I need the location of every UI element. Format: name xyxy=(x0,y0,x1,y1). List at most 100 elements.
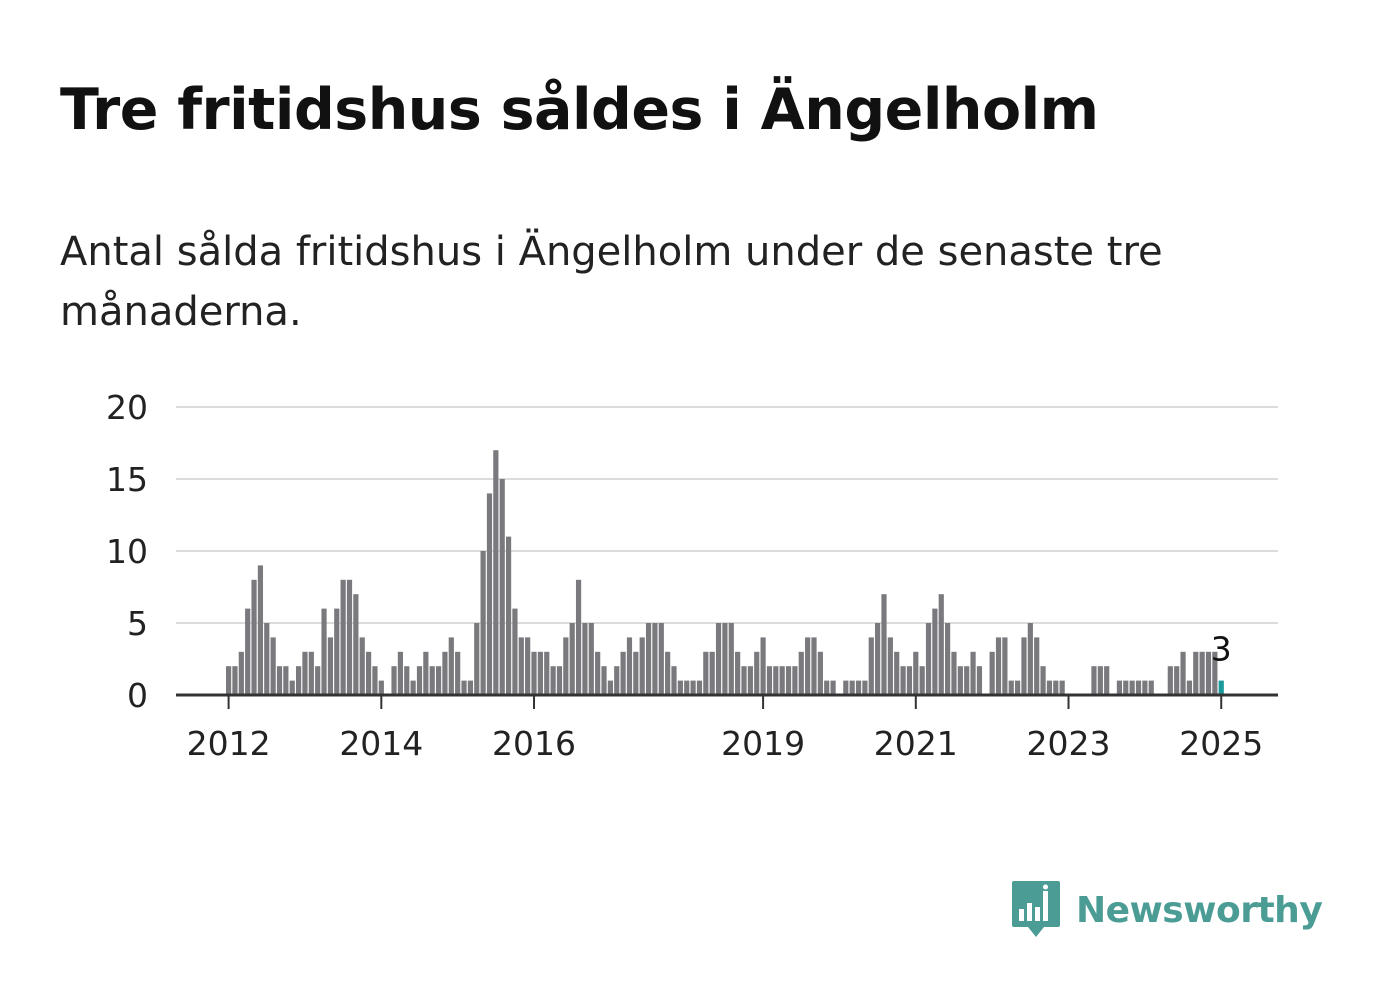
bar xyxy=(1015,680,1021,695)
bar xyxy=(696,680,703,695)
bar xyxy=(652,623,658,695)
bar xyxy=(245,608,251,695)
bar xyxy=(251,579,257,695)
bar xyxy=(232,666,238,695)
bar xyxy=(321,608,327,695)
bar xyxy=(805,637,811,695)
bar xyxy=(665,651,671,695)
x-tick-label: 2012 xyxy=(187,724,271,763)
y-tick-label: 10 xyxy=(106,532,148,571)
bar xyxy=(416,666,423,695)
bar xyxy=(378,680,384,695)
bar xyxy=(671,666,677,695)
bar xyxy=(754,651,760,695)
bar xyxy=(1104,666,1110,695)
bar xyxy=(486,493,493,695)
bar xyxy=(1142,680,1148,695)
bar xyxy=(1027,623,1033,695)
bar xyxy=(493,450,499,695)
bar xyxy=(353,594,359,695)
bar xyxy=(735,651,741,695)
bar xyxy=(467,680,473,695)
bar xyxy=(690,680,696,695)
y-tick-label: 15 xyxy=(106,460,148,499)
bar xyxy=(747,666,753,695)
bar xyxy=(518,637,524,695)
bar xyxy=(442,651,448,695)
bar xyxy=(760,637,766,695)
bar xyxy=(906,666,913,695)
bar xyxy=(1135,680,1142,695)
bar xyxy=(830,680,836,695)
bar xyxy=(569,623,575,695)
bar xyxy=(887,637,893,695)
bar xyxy=(728,623,734,695)
bar xyxy=(843,680,849,695)
bar xyxy=(480,551,486,695)
x-tick-label: 2019 xyxy=(721,724,805,763)
bar xyxy=(1123,680,1129,695)
bar xyxy=(824,680,830,695)
bar xyxy=(766,666,773,695)
bar xyxy=(1180,651,1186,695)
bar xyxy=(1097,666,1103,695)
chart-title: Tre fritidshus såldes i Ängelholm xyxy=(60,77,1099,143)
x-tick-label: 2023 xyxy=(1027,724,1111,763)
bar xyxy=(741,666,747,695)
bar-chart: 0 5 10 15 20 2012 2014 2016 2019 2021 2023 2025 3 xyxy=(106,388,1278,763)
bar xyxy=(1002,637,1008,695)
bar xyxy=(550,666,556,695)
bar xyxy=(455,651,461,695)
bar xyxy=(639,637,645,695)
y-tick-label: 0 xyxy=(127,676,148,715)
bar xyxy=(334,608,340,695)
bar xyxy=(257,565,264,695)
bar xyxy=(289,680,295,695)
bar xyxy=(932,608,938,695)
bar xyxy=(1174,666,1180,695)
bar xyxy=(645,623,652,695)
bar xyxy=(868,637,874,695)
bar xyxy=(677,680,683,695)
bar xyxy=(238,651,244,695)
bar xyxy=(544,651,550,695)
bar xyxy=(620,651,626,695)
bar xyxy=(276,666,283,695)
bar xyxy=(862,680,868,695)
bar xyxy=(817,651,823,695)
bar xyxy=(938,594,944,695)
bar xyxy=(875,623,881,695)
bar xyxy=(423,651,429,695)
brand-logo[interactable]: Newsworthy xyxy=(1010,878,1323,942)
bar xyxy=(474,623,480,695)
bar xyxy=(1034,637,1040,695)
bar xyxy=(295,666,302,695)
bar xyxy=(556,666,563,695)
bar xyxy=(563,637,569,695)
bar xyxy=(1008,680,1014,695)
bar xyxy=(957,666,963,695)
bar xyxy=(970,651,976,695)
bar xyxy=(951,651,957,695)
highlight-data-label: 3 xyxy=(1211,630,1232,669)
bar xyxy=(315,666,321,695)
bar xyxy=(226,666,232,695)
bar xyxy=(595,651,601,695)
highlighted-bar xyxy=(1218,680,1224,695)
bar xyxy=(1148,680,1154,695)
x-tick-label: 2021 xyxy=(874,724,958,763)
bar xyxy=(989,651,995,695)
bar xyxy=(1212,651,1218,695)
x-tick-label: 2014 xyxy=(339,724,423,763)
bar xyxy=(684,680,690,695)
bar xyxy=(1040,666,1046,695)
bar xyxy=(913,651,919,695)
bar xyxy=(1091,666,1097,695)
bar xyxy=(575,579,582,695)
bar xyxy=(614,666,620,695)
bar xyxy=(531,651,537,695)
bar xyxy=(588,623,594,695)
bar xyxy=(773,666,779,695)
bar xyxy=(410,680,416,695)
bar xyxy=(925,623,932,695)
